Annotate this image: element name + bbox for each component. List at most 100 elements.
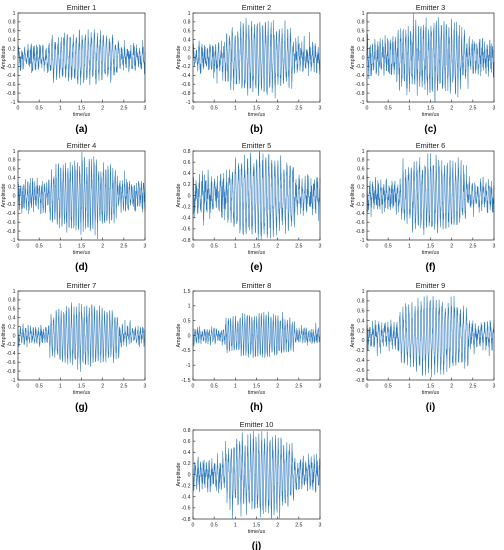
x-axis-label: time/us	[422, 112, 440, 118]
y-tick-label: 0.6	[183, 29, 190, 35]
y-tick-label: 0.2	[8, 324, 15, 330]
x-tick-label: 1	[59, 244, 62, 250]
y-tick-label: -0.8	[356, 91, 365, 97]
x-tick-label: 3	[319, 384, 322, 390]
signal-line-7	[17, 302, 146, 372]
chart-panel-9: 0 0.5 1 1.5 2 2.5 3 -0.8 -0.6 -0.4 -0.2 0 0.2 0.4 0.6 0…	[350, 281, 496, 413]
x-axis-label: time/us	[248, 250, 266, 256]
x-tick-label: 3	[144, 106, 147, 112]
y-tick-label: 0	[188, 55, 191, 61]
x-tick-label: 2.5	[469, 106, 476, 112]
y-tick-label: 0.8	[357, 158, 364, 164]
x-tick-label: 3	[493, 384, 496, 390]
x-tick-label: 0.5	[211, 244, 218, 250]
y-tick-label: 1	[13, 11, 16, 17]
y-tick-label: -0.2	[182, 64, 191, 70]
y-tick-label: 0.4	[357, 318, 364, 324]
y-tick-label: -0.4	[356, 211, 365, 217]
y-tick-label: 1	[13, 289, 16, 295]
x-axis-label: time/us	[73, 390, 91, 396]
y-tick-label: 1	[13, 149, 16, 155]
panel-title: Emitter 8	[242, 281, 272, 290]
y-tick-label: -0.2	[356, 64, 365, 70]
y-tick-label: 0.4	[183, 38, 190, 44]
y-tick-label: -0.6	[356, 368, 365, 374]
y-tick-label: 0.4	[8, 176, 15, 182]
y-tick-label: 0	[13, 193, 16, 199]
panel-title: Emitter 9	[416, 281, 446, 290]
y-tick-label: 0	[13, 333, 16, 339]
chart-panel-4: 0 0.5 1 1.5 2 2.5 3 -1 -0.8 -0.6 -0.4 -0.2 0 0.2 0.4 0.…	[1, 141, 147, 273]
panel-label: (f)	[426, 262, 436, 273]
x-tick-label: 2.5	[295, 244, 302, 250]
panel-title: Emitter 1	[67, 3, 97, 12]
y-tick-label: 0.8	[8, 20, 15, 26]
y-tick-label: 1	[188, 11, 191, 17]
x-tick-label: 2.5	[120, 384, 127, 390]
x-tick-label: 1.5	[427, 106, 434, 112]
x-tick-label: 0.5	[211, 384, 218, 390]
y-tick-label: -0.4	[356, 73, 365, 79]
x-tick-label: 2.5	[469, 244, 476, 250]
y-tick-label: 0.2	[8, 46, 15, 52]
y-tick-label: 0	[362, 338, 365, 344]
x-tick-label: 1	[234, 106, 237, 112]
y-tick-label: 0.8	[8, 298, 15, 304]
x-tick-label: 2	[276, 384, 279, 390]
x-tick-label: 2	[450, 384, 453, 390]
x-tick-label: 1.5	[427, 384, 434, 390]
y-tick-label: -0.8	[7, 91, 16, 97]
y-tick-label: -0.8	[182, 91, 191, 97]
y-tick-label: 1.5	[183, 289, 190, 295]
y-tick-label: 0.4	[357, 38, 364, 44]
x-tick-label: 0.5	[211, 523, 218, 529]
x-tick-label: 2	[276, 244, 279, 250]
x-tick-label: 0	[366, 244, 369, 250]
x-tick-label: 2.5	[120, 106, 127, 112]
x-tick-label: 2	[101, 384, 104, 390]
x-tick-label: 1	[59, 384, 62, 390]
signal-line-9	[366, 295, 495, 378]
y-tick-label: 0.8	[183, 149, 190, 155]
x-tick-label: 0	[17, 244, 20, 250]
y-tick-label: -1.5	[182, 378, 191, 384]
x-axis-label: time/us	[422, 250, 440, 256]
y-tick-label: 0.4	[8, 316, 15, 322]
panel-label: (h)	[250, 402, 263, 413]
y-tick-label: 0.6	[8, 29, 15, 35]
chart-panel-8: 0 0.5 1 1.5 2 2.5 3 -1.5 -1 -0.5 0 0.5 1 1.5 Emitter 8…	[176, 281, 322, 413]
y-tick-label: 0.2	[8, 184, 15, 190]
signal-line-3	[366, 13, 495, 103]
y-tick-label: -0.4	[182, 73, 191, 79]
y-tick-label: -1	[360, 238, 365, 244]
y-tick-label: 0.2	[183, 182, 190, 188]
y-tick-label: 0.2	[357, 184, 364, 190]
y-tick-label: -0.2	[182, 204, 191, 210]
y-tick-label: 0.2	[183, 46, 190, 52]
x-tick-label: 2.5	[469, 384, 476, 390]
x-axis-label: time/us	[73, 112, 91, 118]
y-tick-label: -0.5	[182, 348, 191, 354]
x-tick-label: 0.5	[385, 384, 392, 390]
y-axis-label: Amplitude	[176, 324, 182, 348]
x-tick-label: 3	[319, 523, 322, 529]
y-tick-label: -0.6	[356, 82, 365, 88]
x-tick-label: 1	[234, 384, 237, 390]
y-tick-label: -0.8	[7, 229, 16, 235]
x-tick-label: 2.5	[120, 244, 127, 250]
y-tick-label: -0.8	[182, 238, 191, 244]
y-tick-label: -0.6	[7, 220, 16, 226]
y-tick-label: -0.2	[7, 202, 16, 208]
y-tick-label: -1	[11, 238, 16, 244]
y-tick-label: -0.4	[356, 358, 365, 364]
signal-line-1	[17, 29, 146, 86]
panel-title: Emitter 3	[416, 3, 446, 12]
y-tick-label: -0.6	[7, 360, 16, 366]
x-tick-label: 0	[192, 244, 195, 250]
y-tick-label: 0.6	[357, 309, 364, 315]
y-tick-label: -0.6	[7, 82, 16, 88]
y-axis-label: Amplitude	[176, 463, 182, 487]
y-tick-label: -1	[11, 378, 16, 384]
y-tick-label: -0.8	[356, 378, 365, 384]
